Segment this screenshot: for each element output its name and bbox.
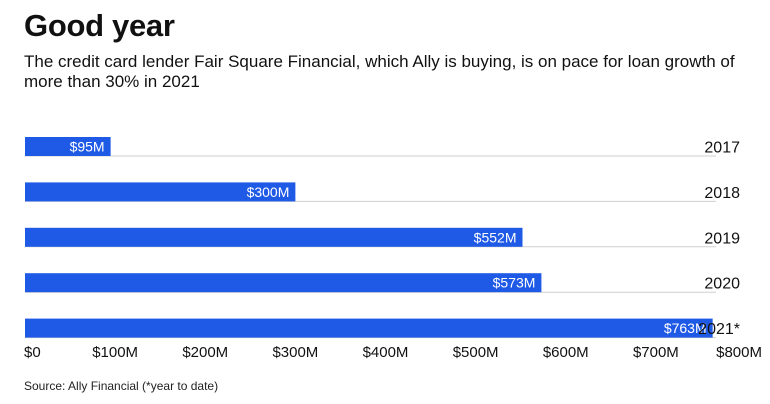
x-tick-label: $300M [272, 344, 318, 361]
bar-value-label: $95M [70, 139, 105, 155]
source-note: Source: Ally Financial (*year to date) [24, 379, 219, 393]
chart-title: Good year [24, 8, 175, 43]
category-label: 2021* [698, 321, 740, 338]
chart-subtitle: The credit card lender Fair Square Finan… [24, 52, 735, 91]
bar-2018 [25, 182, 296, 202]
bar-value-label: $552M [474, 229, 517, 245]
x-tick-label: $400M [363, 344, 409, 361]
x-tick-label: $800M [716, 344, 762, 361]
category-label: 2017 [704, 140, 740, 157]
bar-value-label: $573M [493, 275, 536, 291]
bar-value-label: $763M [664, 320, 707, 336]
x-tick-label: $0 [24, 344, 41, 361]
bar-value-label: $300M [247, 184, 290, 200]
category-label: 2018 [704, 185, 740, 202]
bar-2019 [25, 227, 523, 247]
x-tick-label: $100M [92, 344, 138, 361]
category-label: 2020 [704, 276, 740, 293]
x-tick-label: $200M [182, 344, 228, 361]
bar-2020 [25, 273, 542, 293]
x-tick-label: $500M [453, 344, 499, 361]
x-tick-label: $600M [543, 344, 589, 361]
bar-2017 [25, 137, 111, 156]
x-tick-label: $700M [633, 344, 679, 361]
category-label: 2019 [704, 230, 740, 247]
bar-2021 [25, 318, 713, 338]
